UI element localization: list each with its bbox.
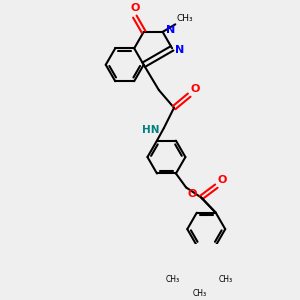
Text: CH₃: CH₃ [166,274,180,284]
Text: HN: HN [142,125,159,135]
Text: N: N [166,25,175,35]
Text: N: N [176,45,185,55]
Text: O: O [190,84,200,94]
Text: CH₃: CH₃ [177,14,193,23]
Text: CH₃: CH₃ [219,274,233,284]
Text: CH₃: CH₃ [192,289,206,298]
Text: O: O [130,3,140,13]
Text: O: O [187,189,197,199]
Text: O: O [218,175,227,185]
